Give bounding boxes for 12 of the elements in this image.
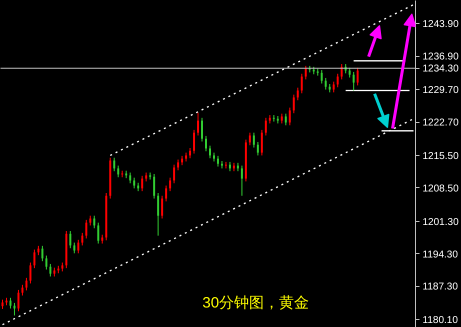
y-tick-label: 1243.90 [422, 19, 460, 30]
y-tick-label: 1201.30 [422, 216, 460, 228]
y-tick-label: 1180.10 [422, 315, 458, 326]
y-tick-label: 1215.50 [422, 150, 460, 162]
y-tick-label: 1222.70 [422, 118, 460, 129]
y-tick-label: 1236.90 [422, 52, 460, 63]
y-tick-label: 1208.50 [422, 183, 460, 194]
y-tick-label: 1194.30 [422, 249, 458, 260]
y-tick-label: 1187.30 [422, 282, 458, 293]
text: 30分钟图，黄金 [202, 294, 310, 312]
ref-line-label: 1234.30 [422, 64, 460, 75]
y-tick-label: 1229.70 [422, 85, 460, 96]
